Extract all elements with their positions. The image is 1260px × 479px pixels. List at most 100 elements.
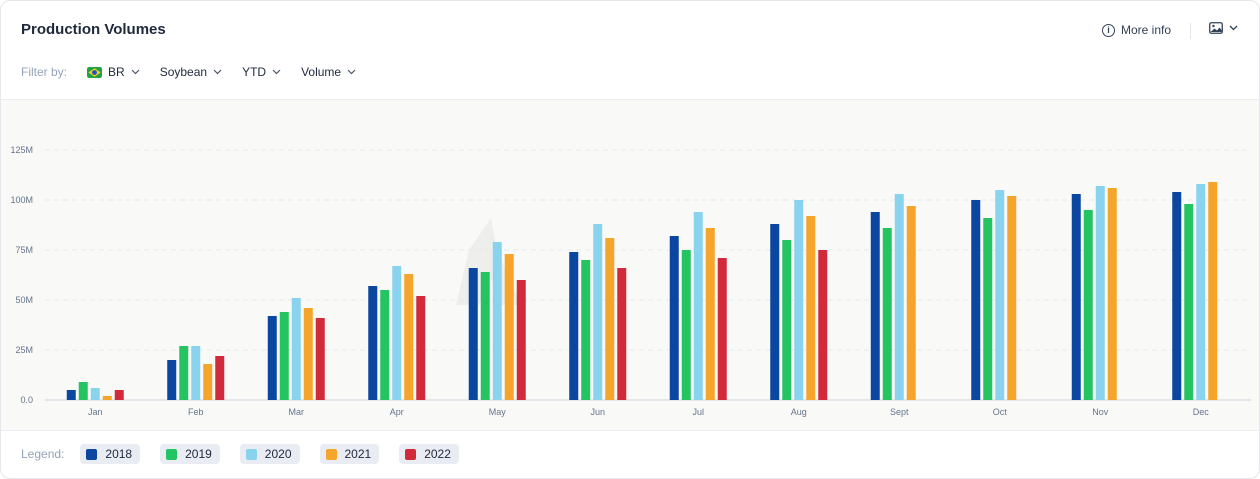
bar-2021-sept[interactable] [906, 206, 916, 400]
bar-2019-nov[interactable] [1083, 210, 1093, 400]
legend-item-2019[interactable]: 2019 [160, 444, 220, 464]
x-tick-label: Jun [590, 407, 605, 417]
bar-2021-dec[interactable] [1208, 182, 1218, 400]
bar-2022-may[interactable] [516, 280, 526, 400]
bar-2018-dec[interactable] [1172, 192, 1182, 400]
bar-2019-apr[interactable] [380, 290, 390, 400]
bar-2020-feb[interactable] [191, 346, 201, 400]
x-tick-label: Jan [88, 407, 103, 417]
legend-item-label: 2018 [105, 447, 133, 461]
bar-2018-may[interactable] [468, 268, 478, 400]
bar-2019-oct[interactable] [983, 218, 993, 400]
legend-item-2020[interactable]: 2020 [239, 444, 300, 464]
bar-2019-sept[interactable] [882, 228, 892, 400]
more-info-button[interactable]: i More info [1102, 23, 1171, 37]
bar-2019-jan[interactable] [78, 382, 88, 400]
chevron-down-icon [347, 69, 356, 75]
bar-2020-jun[interactable] [593, 224, 603, 400]
bar-2021-apr[interactable] [404, 274, 414, 400]
period-filter-dropdown[interactable]: YTD [242, 65, 281, 79]
y-tick-label: 125M [10, 145, 33, 155]
legend: Legend: 2018 2019 2020 2021 2022 [21, 444, 479, 464]
y-axis-ticks: 0.0 25M 50M 75M 100M 125M [10, 145, 33, 405]
bar-2022-apr[interactable] [416, 296, 426, 400]
bar-2019-mar[interactable] [279, 312, 289, 400]
legend-item-label: 2019 [185, 447, 212, 461]
legend-item-label: 2021 [344, 447, 372, 461]
x-tick-label: Jul [692, 407, 704, 417]
card-title: Production Volumes [21, 21, 166, 38]
filter-label: Filter by: [21, 65, 68, 79]
bar-2018-sept[interactable] [870, 212, 880, 400]
bar-2022-feb[interactable] [215, 356, 225, 400]
bar-2019-dec[interactable] [1184, 204, 1194, 400]
bar-2019-jun[interactable] [581, 260, 591, 400]
bar-2021-mar[interactable] [303, 308, 313, 400]
bar-2018-jan[interactable] [66, 390, 76, 400]
bar-2019-may[interactable] [480, 272, 490, 400]
bar-2021-jul[interactable] [705, 228, 715, 400]
x-tick-label: Feb [188, 407, 204, 417]
legend-swatch [166, 448, 178, 460]
crop-filter-dropdown[interactable]: Soybean [160, 65, 222, 79]
bar-2020-jan[interactable] [90, 388, 100, 400]
bar-2020-oct[interactable] [995, 190, 1005, 400]
bar-2022-jan[interactable] [114, 390, 124, 400]
y-tick-label: 75M [15, 245, 33, 255]
legend-swatch [86, 448, 98, 460]
metric-filter-dropdown[interactable]: Volume [301, 65, 356, 79]
bar-2020-apr[interactable] [392, 266, 402, 400]
chevron-down-icon [213, 69, 222, 75]
bar-2022-aug[interactable] [818, 250, 828, 400]
bar-2020-nov[interactable] [1095, 186, 1105, 400]
bar-2021-may[interactable] [504, 254, 514, 400]
x-tick-label: Aug [791, 407, 807, 417]
bar-2018-aug[interactable] [770, 224, 780, 400]
bar-2018-jun[interactable] [569, 252, 579, 400]
bar-2021-feb[interactable] [203, 364, 213, 400]
bar-2018-mar[interactable] [267, 316, 277, 400]
bar-2018-feb[interactable] [167, 360, 177, 400]
bar-2020-dec[interactable] [1196, 184, 1206, 400]
bar-2021-jun[interactable] [605, 238, 615, 400]
y-tick-label: 100M [10, 195, 33, 205]
x-tick-label: Sept [890, 407, 909, 417]
bar-2018-nov[interactable] [1071, 194, 1081, 400]
x-tick-label: Mar [289, 407, 305, 417]
bar-2020-sept[interactable] [894, 194, 904, 400]
legend-item-2018[interactable]: 2018 [80, 444, 141, 464]
bar-2020-aug[interactable] [794, 200, 804, 400]
bar-2021-oct[interactable] [1007, 196, 1017, 400]
bar-2020-may[interactable] [492, 242, 502, 400]
chevron-down-icon [272, 69, 281, 75]
bar-2021-jan[interactable] [102, 396, 112, 400]
image-icon [1209, 22, 1223, 34]
legend-swatch [405, 448, 417, 460]
bar-2022-jul[interactable] [717, 258, 727, 400]
legend-item-2022[interactable]: 2022 [399, 444, 459, 464]
more-info-label: More info [1121, 23, 1172, 37]
period-filter-label: YTD [242, 65, 267, 79]
filter-row: Filter by: BR Soybean YTD [21, 65, 376, 79]
bar-2020-jul[interactable] [693, 212, 703, 400]
country-filter-dropdown[interactable]: BR [87, 65, 140, 79]
bar-2018-oct[interactable] [971, 200, 981, 400]
bar-2021-aug[interactable] [806, 216, 816, 400]
bar-2019-jul[interactable] [681, 250, 691, 400]
chevron-down-icon [1229, 25, 1238, 31]
bar-2018-apr[interactable] [368, 286, 378, 400]
bar-2018-jul[interactable] [669, 236, 679, 400]
bar-2022-mar[interactable] [315, 318, 325, 400]
bar-2020-mar[interactable] [291, 298, 301, 400]
chevron-down-icon [131, 69, 140, 75]
bar-2019-aug[interactable] [782, 240, 792, 400]
info-icon: i [1102, 23, 1115, 37]
legend-item-2021[interactable]: 2021 [319, 444, 380, 464]
y-tick-label: 0.0 [20, 395, 33, 405]
bar-2021-nov[interactable] [1107, 188, 1117, 400]
brazil-flag-icon [87, 66, 103, 78]
image-export-menu[interactable] [1209, 22, 1238, 34]
bar-2022-jun[interactable] [617, 268, 627, 400]
bar-2019-feb[interactable] [179, 346, 189, 400]
